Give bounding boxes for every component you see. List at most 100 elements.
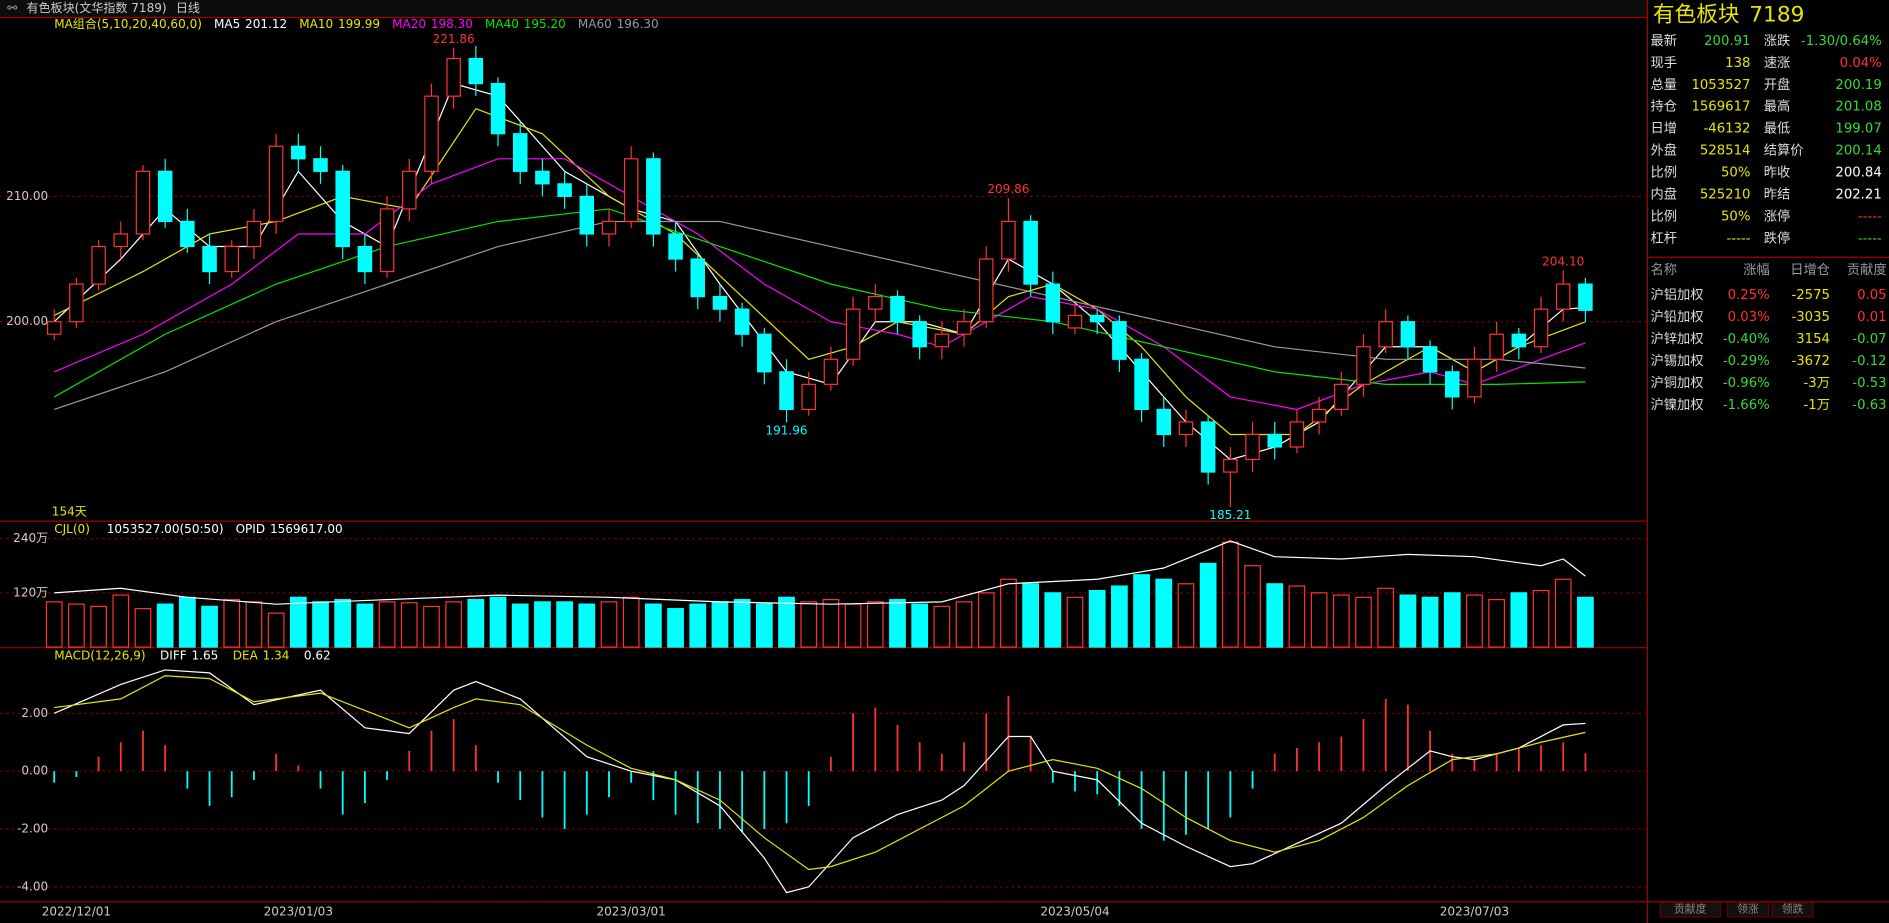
related-cell: -0.63	[1852, 398, 1886, 413]
tab-label[interactable]: 贡献度	[1674, 902, 1707, 916]
volume-bar	[1221, 541, 1239, 648]
related-cell: -0.29%	[1723, 354, 1770, 369]
volume-bar	[1554, 578, 1572, 648]
line-series	[54, 540, 1586, 605]
legend-item: OPID	[236, 521, 266, 535]
legend-item: MA20	[392, 17, 426, 31]
candle-body	[934, 333, 950, 348]
candle-body	[1223, 458, 1238, 473]
candle-body	[1245, 433, 1260, 461]
related-cell: -0.12	[1852, 354, 1886, 369]
legend: MACD(12,26,9) DIFF 1.65 DEA 1.34 0.62	[54, 648, 331, 662]
legend-item: DIFF	[160, 648, 187, 662]
candle-body	[1578, 283, 1593, 311]
quote-label: 日增	[1650, 121, 1677, 137]
legend-item: MA40	[485, 17, 519, 31]
candle-body	[779, 371, 794, 411]
related-cell: 3154	[1796, 332, 1830, 347]
y-tick-label: 120万	[13, 585, 48, 599]
line-series	[53, 208, 1586, 398]
quote-title: 有色板块	[1653, 3, 1740, 28]
line-series	[53, 669, 1586, 894]
volume-bar	[1399, 594, 1417, 648]
related-cell: -2575	[1791, 288, 1830, 303]
candle-body	[402, 170, 417, 210]
volume-bar	[1421, 596, 1439, 648]
quote-value: 50%	[1721, 209, 1750, 224]
quote-value: 138	[1725, 56, 1750, 71]
days-label: 154天	[52, 505, 87, 519]
candle-body	[646, 158, 661, 235]
volume-bar	[1199, 562, 1217, 648]
candle-body	[1134, 358, 1149, 411]
quote-label: 开盘	[1764, 76, 1791, 93]
volume-bar	[511, 603, 529, 648]
volume-bar	[911, 603, 929, 648]
volume-bar	[578, 603, 596, 648]
quote-label: 涨跌	[1764, 33, 1791, 49]
y-tick-label: 210.00	[6, 189, 48, 203]
candle-body	[91, 245, 106, 285]
candle-body	[1334, 383, 1349, 411]
volume-bar	[955, 601, 973, 648]
volume-bar	[1377, 587, 1395, 648]
volume-bar	[1044, 592, 1062, 648]
volume-bar	[977, 592, 995, 648]
candle-body	[1400, 321, 1416, 348]
related-cell: 沪镍加权	[1650, 396, 1703, 413]
volume-bar	[1466, 594, 1483, 648]
quote-label: 总量	[1650, 77, 1677, 93]
related-cell: -0.96%	[1723, 376, 1770, 391]
related-cell: 0.25%	[1728, 288, 1770, 303]
related-cell: 沪锡加权	[1650, 352, 1703, 369]
period-selector[interactable]: 日线	[176, 1, 200, 15]
related-cell: 沪铝加权	[1650, 286, 1703, 303]
volume-bar	[45, 601, 63, 648]
candle-body	[1112, 321, 1127, 360]
candle-body	[424, 95, 439, 172]
candle-body	[246, 220, 262, 248]
y-tick-label: 0.00	[21, 764, 48, 778]
related-cell: -3672	[1791, 354, 1830, 369]
volume-bar	[1355, 596, 1372, 648]
high-label: 209.86	[987, 182, 1029, 196]
column-header: 日增仓	[1790, 262, 1830, 278]
quote-value: 199.07	[1835, 122, 1881, 137]
quote-value: -----	[1858, 231, 1882, 246]
volume-bar	[289, 596, 307, 648]
quote-value: -----	[1858, 209, 1882, 224]
legend-item: MA5	[214, 17, 240, 31]
related-cell: 沪锌加权	[1650, 330, 1703, 347]
link-icon: ⚯	[7, 1, 18, 15]
candle-body	[801, 383, 816, 411]
volume-bar	[534, 601, 551, 648]
volume-bar	[156, 603, 174, 648]
candle-body	[1555, 283, 1571, 310]
quote-value: 1053527	[1691, 78, 1750, 93]
volume-bar	[489, 596, 507, 648]
legend-item: MACD(12,26,9)	[54, 648, 145, 662]
legend-item: 195.20	[524, 17, 566, 31]
volume-bar	[312, 601, 329, 648]
volume-bar	[933, 605, 951, 648]
candle-body	[668, 233, 683, 260]
tab[interactable]	[1771, 901, 1814, 918]
volume-bar	[711, 601, 729, 648]
related-cell: -0.40%	[1723, 332, 1770, 347]
candle-body	[579, 195, 595, 235]
candle-body	[757, 333, 772, 373]
column-header: 名称	[1650, 262, 1677, 278]
tab[interactable]	[1726, 901, 1770, 918]
volume-bar	[1332, 594, 1350, 648]
quote-label: 结算价	[1764, 143, 1804, 159]
tab-label[interactable]: 领涨	[1737, 903, 1759, 916]
volume-bar	[1022, 583, 1039, 648]
legend-item: 199.99	[338, 17, 380, 31]
tab[interactable]	[1659, 901, 1721, 918]
volume-bar	[889, 599, 906, 648]
quote-value: 0.04%	[1840, 56, 1882, 71]
tab-label[interactable]: 领跌	[1782, 902, 1804, 916]
candle-body	[734, 308, 750, 335]
candle-body	[180, 220, 195, 248]
